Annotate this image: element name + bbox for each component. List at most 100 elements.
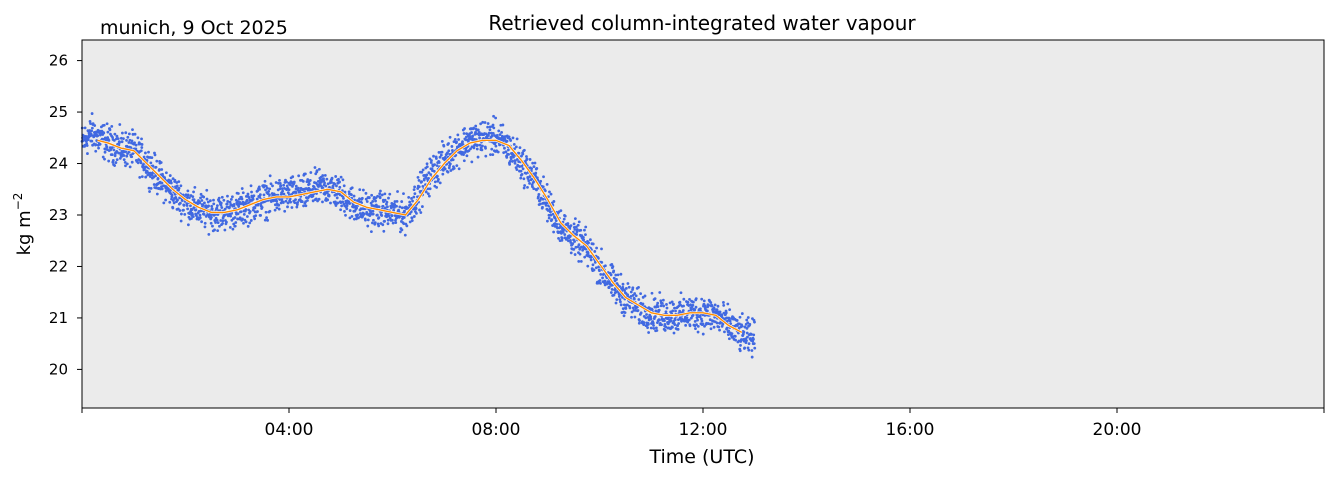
scatter-point [517,151,521,155]
scatter-point [624,286,628,290]
scatter-point [630,315,633,319]
scatter-point [98,142,102,146]
scatter-point [233,216,237,219]
scatter-point [365,200,369,203]
scatter-point [705,309,709,313]
scatter-point [139,161,143,165]
scatter-point [414,207,418,210]
scatter-point [203,221,207,225]
scatter-point [179,219,183,223]
scatter-point [228,205,231,209]
scatter-point [342,184,346,188]
scatter-point [693,319,697,323]
scatter-point [449,169,453,172]
scatter-point [134,147,138,151]
scatter-point [471,134,474,138]
scatter-point [452,167,456,170]
scatter-point [145,169,149,173]
scatter-point [323,181,326,185]
scatter-point [278,198,282,201]
scatter-point [688,297,691,301]
scatter-point [387,196,390,200]
scatter-point [402,222,406,226]
scatter-point [521,152,525,156]
scatter-point [154,174,158,178]
scatter-point [275,199,279,203]
scatter-point [361,188,365,192]
scatter-point [210,215,213,219]
scatter-point [682,297,686,301]
scatter-point [492,126,496,130]
scatter-point [198,216,202,220]
scatter-point [727,337,731,341]
scatter-point [535,166,539,170]
scatter-point [386,205,389,209]
scatter-point [191,215,195,218]
scatter-point [472,146,476,150]
scatter-point [229,198,233,201]
scatter-point [701,322,705,326]
scatter-point [550,218,554,222]
scatter-point [381,204,385,208]
scatter-point [190,217,193,220]
scatter-point [350,193,353,197]
scatter-point [689,308,693,312]
scatter-point [511,160,514,163]
scatter-point [612,276,616,280]
scatter-point [663,323,667,326]
scatter-point [573,217,577,221]
scatter-point [226,200,230,203]
scatter-point [476,155,480,159]
scatter-point [334,175,338,178]
scatter-point [169,179,173,183]
scatter-point [571,242,575,245]
scatter-point [583,255,587,259]
scatter-point [696,318,699,322]
scatter-point [108,128,112,132]
scatter-point [726,333,730,337]
scatter-point [232,202,236,206]
scatter-point [503,146,506,150]
scatter-point [311,194,315,198]
scatter-point [470,131,473,134]
x-tick-label: 04:00 [265,420,314,440]
scatter-point [491,132,495,135]
scatter-point [102,123,106,127]
scatter-point [263,218,267,222]
scatter-point [660,323,663,327]
scatter-point [258,195,262,199]
scatter-point [105,122,109,126]
scatter-point [360,201,363,205]
x-tick-label: 20:00 [1093,420,1142,440]
scatter-point [258,187,261,191]
scatter-point [388,216,392,220]
y-tick-label: 23 [49,206,68,224]
scatter-point [262,193,266,197]
scatter-point [251,208,255,212]
scatter-point [674,309,677,313]
scatter-point [338,180,341,184]
scatter-point [546,219,549,223]
scatter-point [205,197,209,201]
scatter-point [486,125,490,129]
scatter-point [413,192,417,196]
scatter-point [321,174,325,177]
scatter-point [689,303,692,307]
scatter-point [425,162,429,166]
scatter-point [456,133,460,137]
scatter-point [275,206,279,210]
scatter-point [287,188,291,192]
scatter-point [282,192,286,196]
scatter-point [317,167,321,171]
scatter-point [209,221,213,225]
scatter-point [728,319,732,323]
scatter-point [584,225,588,229]
scatter-point [184,193,188,197]
scatter-point [383,192,387,196]
scatter-point [530,167,534,171]
scatter-point [192,190,195,194]
scatter-point [631,286,635,290]
scatter-point [131,128,134,132]
scatter-point [749,332,753,336]
scatter-point [180,199,184,202]
